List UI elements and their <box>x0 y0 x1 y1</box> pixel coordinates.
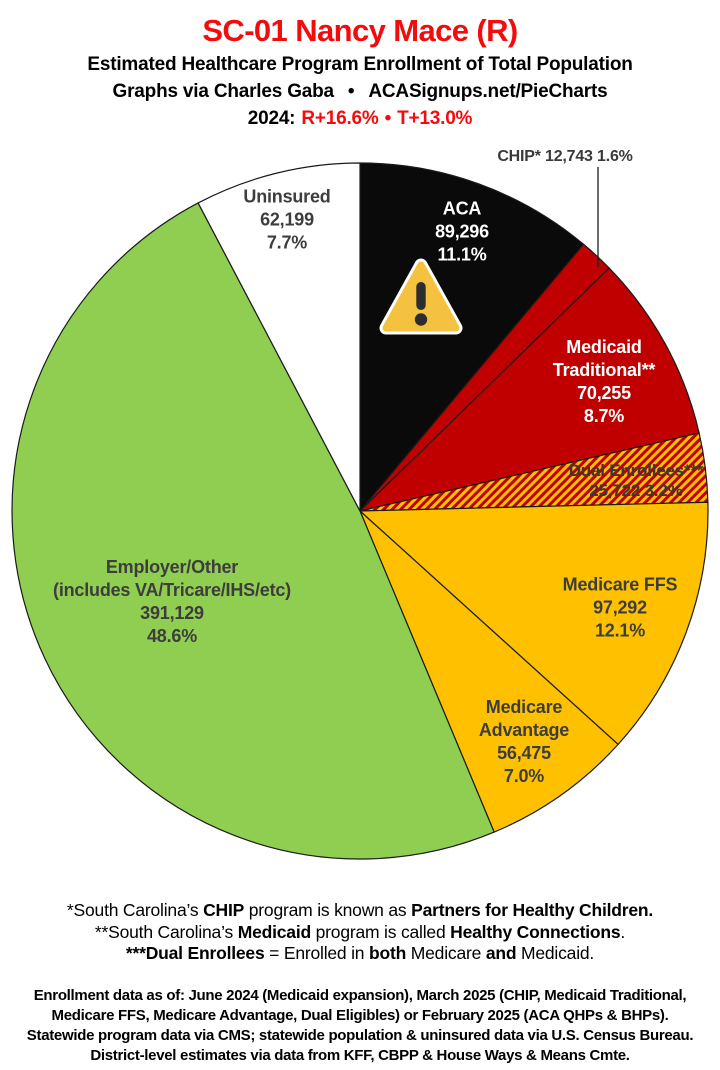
lean-r-value: R+16.6% <box>301 108 379 129</box>
source-line: Statewide program data via CMS; statewid… <box>26 1027 694 1044</box>
data-source-notes: Enrollment data as of: June 2024 (Medica… <box>0 986 720 1066</box>
footnote-medicaid: **South Carolina’s Medicaid program is c… <box>94 921 626 942</box>
pie-slice-medicare-advantage <box>359 510 619 833</box>
partisan-lean: 2024: R+16.6% • T+13.0% <box>0 108 720 130</box>
pie-slice-medicare-ffs <box>359 501 709 745</box>
chart-credit: Graphs via Charles Gaba • ACASignups.net/P… <box>0 81 720 103</box>
source-line: District-level estimates via data from K… <box>90 1047 630 1064</box>
warning-icon <box>379 258 463 335</box>
exclamation-dot <box>414 313 428 326</box>
page-title: SC-01 Nancy Mace (R) <box>202 13 518 48</box>
footnote-dual: ***Dual Enrollees = Enrolled in both Med… <box>125 943 595 963</box>
chart-subtitle: Estimated Healthcare Program Enrollment … <box>87 54 633 75</box>
pie-slice-uninsured <box>197 162 361 512</box>
exclamation-bar <box>416 282 426 310</box>
chart-header: SC-01 Nancy Mace (R) Estimated Healthcar… <box>0 13 720 130</box>
lean-bullet: • <box>384 108 392 129</box>
credit-left: Graphs via Charles Gaba <box>112 81 335 102</box>
pie-slice-aca <box>359 162 585 512</box>
credit-bullet: • <box>347 81 355 102</box>
credit-right: ACASignups.net/PieCharts <box>368 81 608 102</box>
source-line: Enrollment data as of: June 2024 (Medica… <box>33 987 687 1004</box>
pie-slice-medicaid-traditional <box>359 267 700 512</box>
lean-year: 2024: <box>247 108 296 129</box>
footnote-chip: *South Carolina’s CHIP program is known … <box>66 900 654 920</box>
footnotes: *South Carolina’s CHIP program is known … <box>0 900 720 965</box>
pie-slice-employer-other <box>11 202 495 860</box>
source-line: Medicare FFS, Medicare Advantage, Dual E… <box>51 1007 669 1024</box>
lean-t-value: T+13.0% <box>397 108 473 129</box>
